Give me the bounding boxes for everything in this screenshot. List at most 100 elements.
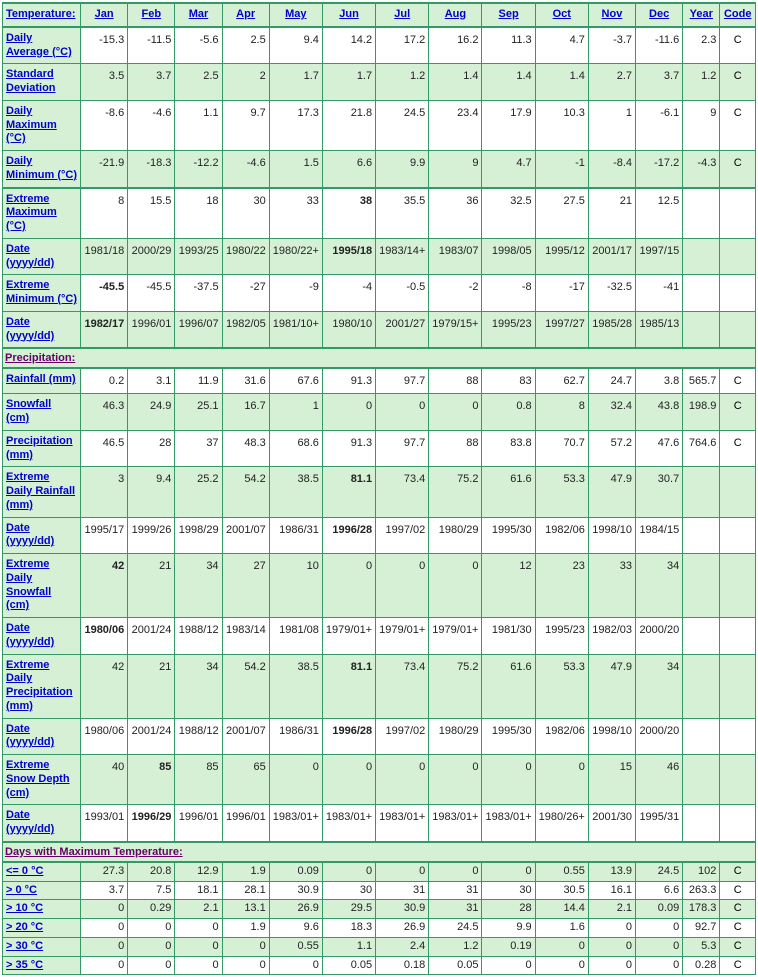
- rowhead-link-ext_depth[interactable]: Extreme Snow Depth (cm): [6, 759, 70, 799]
- cell: 11.3: [482, 27, 535, 64]
- cell: 0: [429, 554, 482, 618]
- col-link-oct[interactable]: Oct: [553, 8, 571, 20]
- rowhead-ext_prec: Extreme Daily Precipitation (mm): [3, 654, 81, 718]
- section-link-temperature[interactable]: Temperature:: [6, 8, 75, 20]
- col-link-apr[interactable]: Apr: [236, 8, 255, 20]
- rowhead-ext_snow_dt: Date (yyyy/dd): [3, 618, 81, 655]
- rowhead-link-daily_min[interactable]: Daily Minimum (°C): [6, 155, 77, 181]
- cell: 1980/29: [429, 718, 482, 755]
- rowhead-link-ext_max_dt[interactable]: Date (yyyy/dd): [6, 243, 54, 269]
- rowhead-link-rainfall[interactable]: Rainfall (mm): [6, 373, 76, 385]
- cell: C: [720, 900, 756, 919]
- col-link-code[interactable]: Code: [724, 8, 752, 20]
- rowhead-link-d_le0[interactable]: <= 0 °C: [6, 865, 43, 877]
- cell: 0: [482, 956, 535, 975]
- cell: -11.5: [128, 27, 175, 64]
- rowhead-link-precip[interactable]: Precipitation (mm): [6, 435, 73, 461]
- cell: 0.09: [269, 862, 322, 881]
- rowhead-link-std_dev[interactable]: Standard Deviation: [6, 68, 56, 94]
- col-link-may[interactable]: May: [285, 8, 306, 20]
- row-rainfall: Rainfall (mm)0.23.111.931.667.691.397.78…: [3, 368, 756, 394]
- rowhead-link-daily_max[interactable]: Daily Maximum (°C): [6, 105, 57, 145]
- cell: 1983/01+: [482, 805, 535, 842]
- header-row: Temperature: Jan Feb Mar Apr May Jun Jul Aug Sep…: [3, 3, 756, 27]
- cell: [720, 238, 756, 275]
- cell: 24.9: [128, 394, 175, 431]
- col-link-jun[interactable]: Jun: [339, 8, 359, 20]
- rowhead-link-ext_rain_dt[interactable]: Date (yyyy/dd): [6, 522, 54, 548]
- rowhead-link-snowfall[interactable]: Snowfall (cm): [6, 398, 51, 424]
- rowhead-link-daily_avg[interactable]: Daily Average (°C): [6, 32, 72, 58]
- col-link-jul[interactable]: Jul: [394, 8, 410, 20]
- rowhead-link-ext_rain[interactable]: Extreme Daily Rainfall (mm): [6, 471, 75, 511]
- cell: 3.1: [128, 368, 175, 394]
- cell: 0: [322, 394, 375, 431]
- cell: 1983/14: [222, 618, 269, 655]
- col-link-year[interactable]: Year: [690, 8, 713, 20]
- cell: [683, 238, 720, 275]
- cell: 2001/24: [128, 718, 175, 755]
- cell: 30.9: [269, 881, 322, 900]
- rowhead-link-ext_prec[interactable]: Extreme Daily Precipitation (mm): [6, 659, 73, 712]
- cell: 73.4: [376, 467, 429, 517]
- cell: 18.1: [175, 881, 222, 900]
- section-link-days_max_temp[interactable]: Days with Maximum Temperature:: [5, 846, 183, 858]
- cell: 1.7: [322, 64, 375, 101]
- cell: [720, 188, 756, 239]
- cell: 2.7: [588, 64, 635, 101]
- rowhead-link-d_gt35[interactable]: > 35 °C: [6, 959, 43, 971]
- cell: 24.5: [429, 919, 482, 938]
- cell: 24.7: [588, 368, 635, 394]
- col-dec: Dec: [636, 3, 683, 27]
- rowhead-link-ext_prec_dt[interactable]: Date (yyyy/dd): [6, 723, 54, 749]
- rowhead-link-ext_min[interactable]: Extreme Minimum (°C): [6, 279, 77, 305]
- cell: 0: [588, 937, 635, 956]
- cell: 0: [376, 862, 429, 881]
- col-link-feb[interactable]: Feb: [142, 8, 162, 20]
- cell: [683, 275, 720, 312]
- cell: -1: [535, 151, 588, 188]
- rowhead-link-d_gt10[interactable]: > 10 °C: [6, 902, 43, 914]
- rowhead-link-ext_min_dt[interactable]: Date (yyyy/dd): [6, 316, 54, 342]
- rowhead-rainfall: Rainfall (mm): [3, 368, 81, 394]
- col-link-jan[interactable]: Jan: [95, 8, 114, 20]
- cell: 178.3: [683, 900, 720, 919]
- cell: 30.9: [376, 900, 429, 919]
- rowhead-link-ext_depth_dt[interactable]: Date (yyyy/dd): [6, 809, 54, 835]
- col-link-aug[interactable]: Aug: [445, 8, 466, 20]
- rowhead-link-ext_max[interactable]: Extreme Maximum (°C): [6, 193, 57, 233]
- cell: 1985/13: [636, 311, 683, 348]
- cell: 1988/12: [175, 718, 222, 755]
- cell: 34: [175, 554, 222, 618]
- row-d_gt30: > 30 °C00000.551.12.41.20.190005.3C: [3, 937, 756, 956]
- cell: 0: [81, 900, 128, 919]
- cell: 0.8: [482, 394, 535, 431]
- rowhead-daily_avg: Daily Average (°C): [3, 27, 81, 64]
- cell: 3.7: [636, 64, 683, 101]
- cell: 1983/14+: [376, 238, 429, 275]
- section-link-precipitation[interactable]: Precipitation:: [5, 352, 75, 364]
- rowhead-d_gt20: > 20 °C: [3, 919, 81, 938]
- rowhead-link-d_gt0[interactable]: > 0 °C: [6, 884, 37, 896]
- cell: 28: [128, 430, 175, 467]
- rowhead-link-d_gt30[interactable]: > 30 °C: [6, 940, 43, 952]
- cell: 13.1: [222, 900, 269, 919]
- cell: -11.6: [636, 27, 683, 64]
- col-jan: Jan: [81, 3, 128, 27]
- cell: -6.1: [636, 100, 683, 150]
- rowhead-link-ext_snow[interactable]: Extreme Daily Snowfall (cm): [6, 558, 51, 611]
- cell: 3.8: [636, 368, 683, 394]
- col-link-dec[interactable]: Dec: [649, 8, 669, 20]
- rowhead-link-d_gt20[interactable]: > 20 °C: [6, 921, 43, 933]
- col-link-nov[interactable]: Nov: [602, 8, 623, 20]
- rowhead-d_gt30: > 30 °C: [3, 937, 81, 956]
- rowhead-link-ext_snow_dt[interactable]: Date (yyyy/dd): [6, 622, 54, 648]
- cell: 10: [269, 554, 322, 618]
- cell: 75.2: [429, 467, 482, 517]
- cell: C: [720, 956, 756, 975]
- cell: 1999/26: [128, 517, 175, 554]
- cell: 81.1: [322, 654, 375, 718]
- col-link-mar[interactable]: Mar: [189, 8, 209, 20]
- col-link-sep[interactable]: Sep: [498, 8, 518, 20]
- col-sep: Sep: [482, 3, 535, 27]
